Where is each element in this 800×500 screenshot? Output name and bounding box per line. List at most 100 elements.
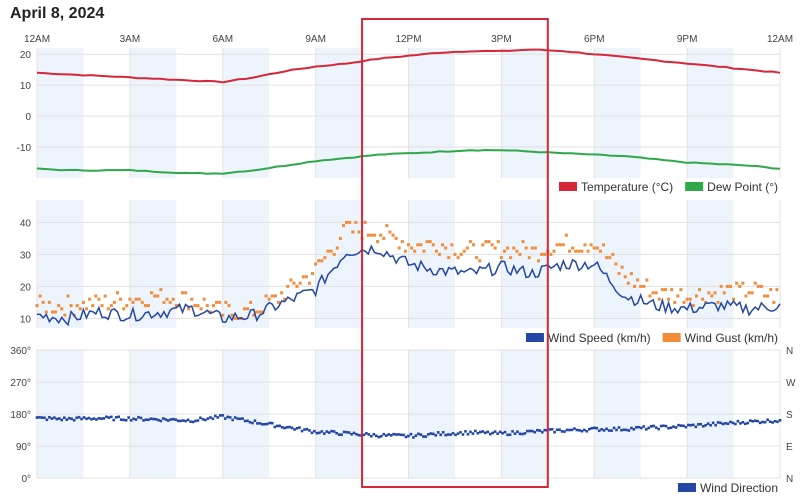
direction-point <box>389 434 393 437</box>
direction-point <box>162 417 165 420</box>
gust-point <box>444 246 448 250</box>
direction-point <box>174 418 177 421</box>
direction-point <box>615 428 618 432</box>
direction-point <box>107 416 111 419</box>
gust-point <box>766 294 770 298</box>
x-axis-label: 6PM <box>584 34 605 45</box>
gust-point <box>688 297 692 301</box>
y-axis-tick: -10 <box>17 143 32 154</box>
compass-tick: S <box>786 410 793 421</box>
x-axis-label: 12PM <box>395 34 421 45</box>
gust-point <box>382 236 386 240</box>
direction-point <box>298 426 301 429</box>
x-axis-label: 9AM <box>305 34 326 45</box>
direction-point <box>696 423 700 426</box>
direction-point <box>724 422 727 425</box>
direction-point <box>112 418 116 422</box>
direction-point <box>223 417 227 420</box>
direction-point <box>701 424 705 428</box>
direction-point <box>429 432 433 435</box>
y-axis-tick: 0 <box>25 112 31 123</box>
gust-point <box>354 220 358 224</box>
gust-point <box>267 297 271 301</box>
gust-point <box>735 281 739 285</box>
direction-point <box>483 431 487 435</box>
direction-point <box>347 431 351 434</box>
gust-point <box>376 240 380 244</box>
highlight-box <box>361 18 549 488</box>
direction-point <box>72 418 76 422</box>
gust-point <box>632 284 636 288</box>
gust-point <box>289 278 293 282</box>
gust-point <box>205 304 209 308</box>
gust-point <box>345 220 349 224</box>
gust-point <box>577 249 581 253</box>
direction-point <box>189 420 192 423</box>
gust-point <box>472 243 476 247</box>
direction-point <box>434 433 438 437</box>
direction-point <box>384 434 388 437</box>
direction-point <box>580 429 584 433</box>
gust-point <box>465 246 469 250</box>
direction-point <box>35 416 39 419</box>
direction-point <box>513 432 517 435</box>
direction-point <box>734 422 737 426</box>
direction-point <box>367 433 371 436</box>
direction-point <box>491 431 495 435</box>
gust-point <box>351 230 355 234</box>
gust-point <box>533 246 537 250</box>
gust-point <box>103 294 107 298</box>
gust-point <box>292 281 296 285</box>
direction-point <box>602 429 606 432</box>
direction-point <box>677 423 680 427</box>
gust-point <box>338 236 342 240</box>
direction-point <box>117 415 121 419</box>
gust-point <box>280 291 284 295</box>
direction-point <box>134 418 138 421</box>
gust-point <box>153 294 157 298</box>
direction-point <box>152 417 155 421</box>
direction-point <box>684 425 688 429</box>
gust-point <box>140 300 144 304</box>
direction-point <box>617 426 621 429</box>
direction-point <box>597 429 601 433</box>
gust-point <box>137 297 141 301</box>
direction-point <box>357 433 361 437</box>
direction-point <box>662 424 665 428</box>
gust-point <box>69 304 73 308</box>
direction-point <box>204 418 207 422</box>
direction-point <box>303 428 306 431</box>
gust-point <box>738 284 742 288</box>
direction-point <box>362 433 366 437</box>
direction-point <box>394 433 398 436</box>
gust-point <box>97 297 101 301</box>
direction-point <box>404 435 408 439</box>
gust-point <box>561 243 565 247</box>
direction-point <box>672 425 675 428</box>
direction-point <box>67 416 71 420</box>
gust-point <box>394 236 398 240</box>
gust-point <box>125 304 129 308</box>
direction-point <box>87 416 91 420</box>
direction-point <box>382 432 386 436</box>
x-axis-label: 3PM <box>491 34 512 45</box>
legend-swatch <box>662 333 681 342</box>
gust-point <box>230 313 234 317</box>
gust-point <box>487 240 491 244</box>
direction-point <box>85 417 88 421</box>
direction-point <box>459 430 462 434</box>
gust-point <box>629 272 633 276</box>
gust-point <box>242 307 246 311</box>
time-band <box>222 200 270 328</box>
gust-point <box>719 284 723 288</box>
gust-point <box>388 230 392 234</box>
gust-point <box>447 256 451 260</box>
y-axis-tick: 20 <box>20 282 32 293</box>
direction-point <box>612 426 616 430</box>
gust-point <box>106 307 110 311</box>
gust-point <box>35 304 39 308</box>
gust-point <box>484 240 488 244</box>
gust-point <box>564 233 568 237</box>
direction-point <box>516 430 519 434</box>
time-band <box>222 48 270 178</box>
